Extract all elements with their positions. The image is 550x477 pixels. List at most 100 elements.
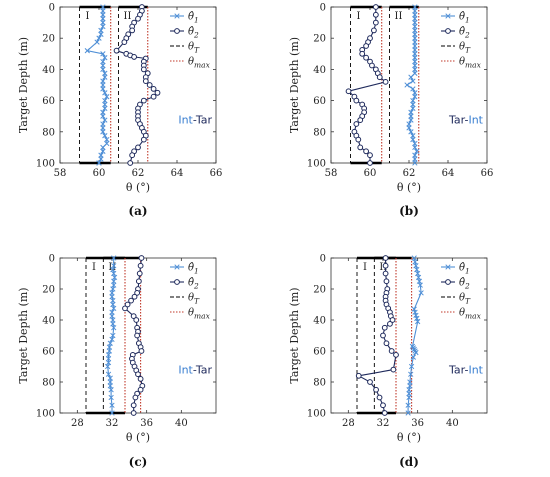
theta2-point	[146, 82, 153, 88]
theta1-point	[408, 113, 414, 119]
legend-label-thetaMax: θmax	[459, 57, 482, 70]
theta2-point	[128, 297, 134, 304]
x-tick-label: 40	[175, 418, 188, 429]
theta1-point	[108, 387, 114, 393]
theta2-point	[129, 152, 136, 159]
annotation-part: Tar	[195, 364, 213, 377]
theta1-point	[412, 4, 418, 10]
theta2-point	[130, 410, 137, 416]
y-tick-label: 40	[313, 316, 326, 327]
theta1-point	[107, 340, 113, 346]
theta1-point	[100, 86, 106, 92]
theta1-point	[100, 66, 106, 73]
y-tick-label: 40	[42, 316, 55, 327]
legend-subscript: max	[465, 61, 482, 70]
y-tick-label: 100	[36, 159, 55, 170]
legend-label-thetaT: θT	[459, 293, 471, 306]
theta2-point	[127, 160, 134, 166]
theta1-point	[102, 70, 108, 76]
x-axis-label: θ (°)	[126, 181, 150, 194]
theta1-point	[100, 62, 106, 69]
theta2-point	[357, 144, 364, 151]
theta1-point	[406, 390, 412, 397]
theta2-point	[121, 39, 128, 45]
legend-symbol: θ	[188, 293, 194, 304]
method-annotation: Tar-Int	[448, 364, 484, 377]
y-tick-label: 60	[42, 96, 55, 107]
legend-symbol: θ	[188, 42, 194, 53]
theta1-point	[96, 35, 102, 41]
theta1-point	[111, 270, 117, 277]
panel-label: (b)	[399, 204, 419, 218]
y-axis-label: Target Depth (m)	[288, 37, 301, 133]
theta1-point	[111, 263, 117, 269]
theta2-point	[134, 289, 141, 296]
annotation-part: -	[464, 113, 468, 126]
theta1-point	[111, 278, 117, 284]
annotation-part: Tar	[195, 113, 213, 126]
annotation-part: Int	[468, 364, 483, 377]
legend-label-theta1: θ̂1	[188, 263, 199, 276]
theta2-point	[372, 11, 379, 18]
theta2-point	[140, 66, 147, 73]
theta1-point	[100, 129, 106, 135]
y-tick-label: 60	[313, 347, 326, 358]
theta1-point	[410, 97, 416, 104]
y-tick-label: 0	[49, 254, 55, 265]
theta2-point	[367, 160, 373, 166]
legend-subscript: T	[194, 297, 200, 306]
theta1-point	[109, 410, 115, 416]
theta1-point	[408, 129, 414, 135]
y-tick-label: 100	[36, 409, 55, 420]
legend-label-theta2: θ̂2	[188, 278, 199, 291]
theta1-point	[100, 113, 106, 119]
legend-subscript: 2	[464, 31, 470, 40]
theta2-point	[133, 317, 140, 323]
theta2-point	[372, 4, 379, 10]
method-annotation: Int-Tar	[178, 364, 212, 377]
theta1-point	[412, 12, 418, 18]
theta1-point	[100, 78, 106, 84]
theta2-point	[381, 410, 388, 416]
theta1-point	[406, 125, 412, 131]
theta2-point	[382, 78, 389, 85]
legend-marker-theta1	[174, 264, 180, 270]
y-tick-label: 80	[42, 127, 55, 138]
legend-symbol: θ̂	[188, 278, 194, 289]
x-tick-label: 58	[325, 168, 338, 179]
theta1-point	[106, 348, 113, 354]
theta1-point	[412, 66, 418, 73]
theta1-point	[412, 62, 418, 69]
theta2-point	[150, 86, 157, 92]
y-tick-label: 0	[320, 3, 326, 14]
theta1-point	[406, 387, 412, 393]
theta1-point	[412, 8, 418, 14]
y-tick-label: 20	[313, 34, 326, 45]
theta1-point	[100, 58, 106, 65]
theta2-point	[381, 324, 388, 331]
theta2-point	[154, 89, 161, 96]
panel-label: (a)	[128, 204, 147, 218]
theta1-point	[415, 270, 421, 277]
legend-symbol: θ	[459, 42, 465, 53]
theta2-point	[130, 313, 137, 320]
x-tick-label: 28	[71, 418, 84, 429]
theta2-point	[131, 293, 138, 300]
theta1-point	[104, 94, 110, 100]
theta2-point	[135, 15, 141, 22]
theta1-point	[408, 371, 414, 377]
theta2-point	[383, 340, 390, 347]
theta1-point	[410, 354, 416, 360]
theta1-point	[98, 152, 104, 158]
legend-subscript: 1	[194, 16, 199, 25]
theta1-point	[102, 117, 108, 123]
y-tick-label: 100	[307, 159, 326, 170]
x-axis-label: θ (°)	[397, 431, 421, 444]
theta1-point	[411, 255, 417, 261]
legend-symbol: θ̂	[459, 278, 465, 289]
theta1-point	[412, 90, 418, 96]
theta1-point	[416, 278, 423, 284]
x-tick-label: 58	[54, 168, 67, 179]
